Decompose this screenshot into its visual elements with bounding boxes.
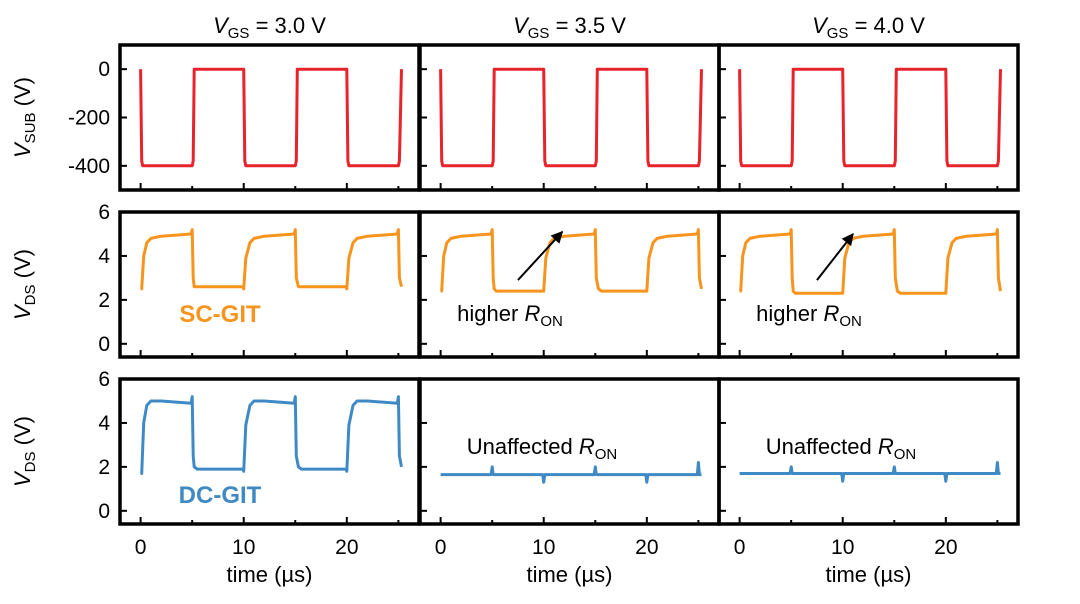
trace-2-1 [440, 461, 702, 484]
x-axis-label: time (µs) [526, 562, 612, 587]
panel-frame-1-1 [418, 210, 721, 359]
x-tick-label: 10 [532, 536, 555, 559]
trace-2-2 [739, 461, 1001, 483]
column-title-0: VGS = 3.0 V [213, 13, 326, 42]
trace-0-2 [738, 67, 1002, 168]
y-axis-label-row-1: VDS (V) [10, 249, 39, 320]
trace-0-0 [139, 67, 403, 168]
y-axis-label-row-0: VSUB (V) [10, 77, 39, 158]
y-axis-label-row-2: VDS (V) [10, 416, 39, 487]
note-1-2: higher RON [756, 301, 862, 330]
trace-1-1 [440, 228, 703, 293]
arrow-1-2 [816, 233, 854, 281]
y-tick-label: 6 [98, 201, 110, 224]
x-tick-label: 0 [135, 536, 147, 559]
y-tick-label: 0 [98, 58, 110, 81]
x-tick-label: 20 [335, 536, 358, 559]
panel-frame-2-2 [717, 377, 1020, 526]
note-2-2: Unaffected RON [766, 434, 917, 463]
panel-frame-1-0 [118, 210, 421, 359]
x-axis-label: time (µs) [226, 562, 312, 587]
y-tick-label: 0 [98, 333, 110, 356]
x-tick-label: 0 [734, 536, 746, 559]
trace-0-1 [439, 67, 703, 168]
x-tick-label: 20 [635, 536, 658, 559]
arrow-1-1 [517, 230, 564, 281]
panel-frame-1-2 [717, 210, 1020, 359]
y-tick-label: 4 [98, 412, 110, 435]
trace-1-2 [739, 228, 1002, 295]
column-title-1: VGS = 3.5 V [513, 13, 626, 42]
trace-1-0 [140, 228, 403, 291]
y-tick-label: -200 [68, 107, 110, 130]
y-tick-label: 6 [98, 368, 110, 391]
x-tick-label: 0 [435, 536, 447, 559]
x-axis-label: time (µs) [825, 562, 911, 587]
series-label-1: SC-GIT [179, 301, 261, 328]
column-title-2: VGS = 4.0 V [812, 13, 925, 42]
y-tick-label: 0 [98, 500, 110, 523]
note-1-1: higher RON [457, 301, 563, 330]
x-tick-label: 10 [831, 536, 854, 559]
panel-frame-0-0 [118, 43, 421, 192]
note-2-1: Unaffected RON [467, 434, 618, 463]
y-tick-label: 2 [98, 456, 110, 479]
series-label-2: DC-GIT [179, 482, 262, 509]
y-tick-label: 2 [98, 289, 110, 312]
y-tick-label: -400 [68, 155, 110, 178]
x-tick-label: 20 [934, 536, 957, 559]
trace-2-0 [140, 395, 403, 475]
x-tick-label: 10 [232, 536, 255, 559]
panel-frame-0-1 [418, 43, 721, 192]
y-tick-label: 4 [98, 245, 110, 268]
panel-frame-0-2 [717, 43, 1020, 192]
